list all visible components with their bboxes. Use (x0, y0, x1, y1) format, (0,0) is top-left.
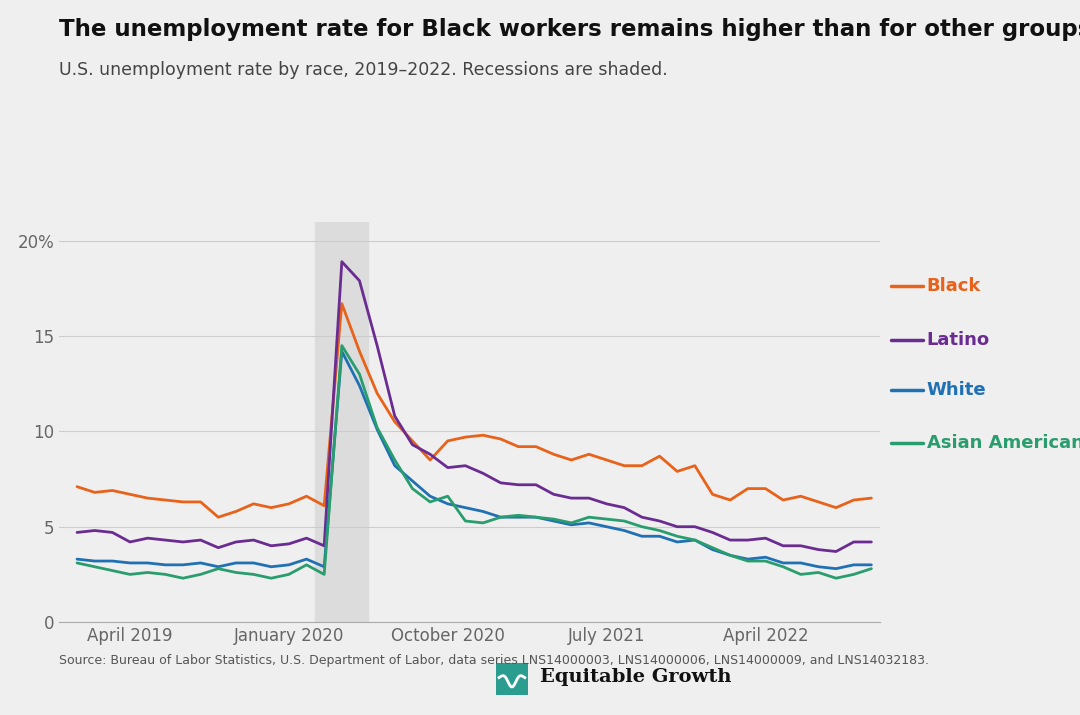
Bar (315, 222, 368, 622)
Text: Black: Black (927, 277, 981, 295)
Text: Asian American: Asian American (927, 434, 1080, 453)
Text: U.S. unemployment rate by race, 2019–2022. Recessions are shaded.: U.S. unemployment rate by race, 2019–202… (59, 61, 669, 79)
Text: The unemployment rate for Black workers remains higher than for other groups: The unemployment rate for Black workers … (59, 18, 1080, 41)
Text: Source: Bureau of Labor Statistics, U.S. Department of Labor, data series LNS140: Source: Bureau of Labor Statistics, U.S.… (59, 654, 930, 667)
Text: White: White (927, 380, 986, 399)
Text: Latino: Latino (927, 330, 989, 349)
Text: Equitable Growth: Equitable Growth (540, 668, 731, 686)
